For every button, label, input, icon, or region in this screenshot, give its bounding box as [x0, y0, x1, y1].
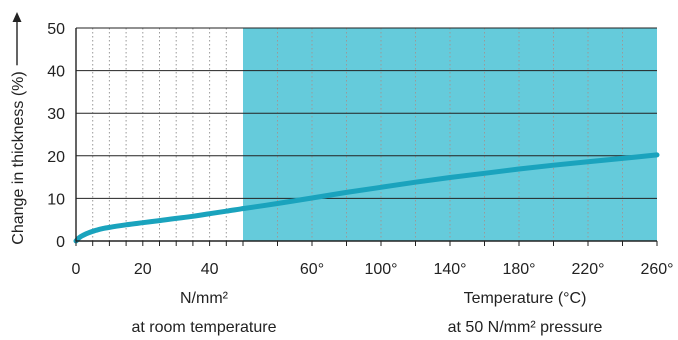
x-tick-label: 140°	[433, 261, 466, 278]
y-tick-labels: 0 10 20 30 40 50	[47, 21, 65, 251]
pressure-axis-label: N/mm²	[180, 290, 229, 307]
x-tick-label: 0	[72, 261, 81, 278]
x-tick-label: 180°	[502, 261, 535, 278]
y-axis-arrow	[12, 12, 22, 66]
temperature-axis-label: Temperature (°C)	[464, 290, 587, 307]
x-tick-label: 260°	[640, 261, 673, 278]
data-curves	[73, 152, 660, 244]
y-tick-label: 20	[47, 149, 65, 166]
y-tick-label: 40	[47, 64, 65, 81]
y-axis-label: Change in thickness (%)	[10, 71, 27, 244]
y-tick-label: 30	[47, 106, 65, 123]
curve-pressure	[73, 206, 246, 244]
pressure-axis-caption: at room temperature	[132, 319, 277, 336]
x-tick-labels: 0 20 40 60° 100° 140° 180° 220° 260°	[72, 261, 674, 278]
horizontal-gridlines	[76, 27, 657, 199]
temperature-axis-caption: at 50 N/mm² pressure	[448, 319, 603, 336]
x-tick-label: 100°	[364, 261, 397, 278]
x-tick-label: 40	[201, 261, 219, 278]
x-tick-label: 220°	[571, 261, 604, 278]
curve-temperature	[240, 152, 660, 212]
y-tick-label: 10	[47, 191, 65, 208]
y-tick-label: 50	[47, 21, 65, 38]
axes	[75, 28, 658, 246]
y-tick-label: 0	[56, 234, 65, 251]
x-tick-label: 20	[134, 261, 152, 278]
x-tick-label: 60°	[300, 261, 324, 278]
